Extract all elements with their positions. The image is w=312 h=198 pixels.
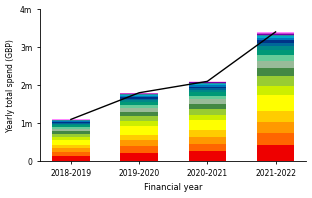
Bar <box>257 55 294 61</box>
Bar <box>257 46 294 50</box>
Bar <box>120 126 158 135</box>
Bar <box>120 116 158 121</box>
Bar <box>52 123 90 124</box>
Bar <box>120 121 158 126</box>
Bar <box>120 135 158 140</box>
Bar <box>120 94 158 95</box>
Bar <box>52 131 90 134</box>
Bar <box>52 121 90 122</box>
Bar <box>257 40 294 43</box>
Bar <box>257 35 294 36</box>
Bar <box>188 104 226 109</box>
Bar <box>257 133 294 145</box>
Bar <box>120 93 158 94</box>
Bar <box>52 124 90 125</box>
Bar <box>188 130 226 137</box>
Bar <box>257 38 294 40</box>
Bar <box>52 127 90 129</box>
Bar <box>120 140 158 146</box>
Bar <box>188 144 226 151</box>
Bar <box>188 109 226 115</box>
Bar <box>52 148 90 152</box>
Bar <box>188 82 226 83</box>
Bar <box>257 34 294 35</box>
Bar <box>188 151 226 161</box>
Bar <box>257 95 294 111</box>
Bar <box>52 120 90 121</box>
Bar <box>52 125 90 127</box>
Bar <box>257 50 294 55</box>
Bar <box>52 129 90 131</box>
Bar <box>257 68 294 76</box>
Bar <box>188 84 226 85</box>
Y-axis label: Yearly total spend (GBP): Yearly total spend (GBP) <box>6 39 15 132</box>
Bar <box>257 32 294 33</box>
Bar <box>120 95 158 96</box>
Bar <box>52 119 90 120</box>
Bar <box>188 92 226 95</box>
Bar <box>52 122 90 123</box>
Bar <box>188 83 226 84</box>
Bar <box>257 76 294 86</box>
Bar <box>120 146 158 153</box>
Bar <box>120 105 158 108</box>
Bar <box>52 152 90 156</box>
Bar <box>188 99 226 104</box>
Bar <box>188 120 226 130</box>
Bar <box>188 95 226 99</box>
Bar <box>188 87 226 88</box>
Bar <box>257 86 294 95</box>
Bar <box>120 100 158 102</box>
Bar <box>120 108 158 112</box>
Bar <box>120 112 158 116</box>
Bar <box>52 145 90 148</box>
Bar <box>257 111 294 122</box>
Bar <box>120 153 158 161</box>
Bar <box>120 102 158 105</box>
Bar <box>52 137 90 140</box>
Bar <box>257 43 294 46</box>
Bar <box>188 115 226 120</box>
Bar <box>120 96 158 97</box>
Bar <box>188 85 226 87</box>
Bar <box>188 137 226 144</box>
Bar <box>257 33 294 34</box>
Bar <box>257 61 294 68</box>
Bar <box>52 156 90 161</box>
Bar <box>257 36 294 38</box>
X-axis label: Financial year: Financial year <box>144 183 202 192</box>
Bar <box>257 122 294 133</box>
Bar <box>257 145 294 161</box>
Bar <box>120 97 158 99</box>
Bar <box>188 90 226 92</box>
Bar <box>52 140 90 145</box>
Bar <box>52 134 90 137</box>
Bar <box>188 88 226 90</box>
Bar <box>120 99 158 100</box>
